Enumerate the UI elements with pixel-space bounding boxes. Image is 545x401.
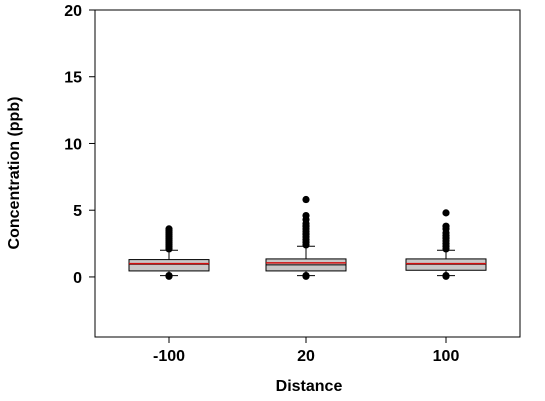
x-tick-label: -100 (153, 348, 185, 365)
y-tick-label: 15 (64, 70, 82, 87)
outlier-point (442, 209, 450, 217)
plot-area: 0 5 10 15 20 -100 20 100 (64, 3, 521, 365)
outlier-point (302, 195, 310, 204)
x-tick-label: 20 (297, 348, 315, 365)
y-tick-label: 10 (64, 136, 82, 153)
x-axis-title: Distance (276, 378, 343, 395)
outlier-point (302, 272, 310, 280)
outlier-point (442, 222, 450, 230)
outlier-point (165, 272, 173, 280)
outlier-point (442, 272, 450, 280)
x-tick-label: 100 (433, 348, 460, 365)
y-tick-label: 5 (73, 203, 82, 220)
outlier-point (165, 225, 173, 233)
outlier-point (302, 211, 310, 220)
plot-frame (94, 9, 521, 338)
y-tick-label: 20 (64, 3, 82, 20)
y-tick-label: 0 (73, 270, 82, 287)
box--100 (128, 259, 210, 272)
y-axis-title: Concentration (ppb) (6, 97, 23, 250)
